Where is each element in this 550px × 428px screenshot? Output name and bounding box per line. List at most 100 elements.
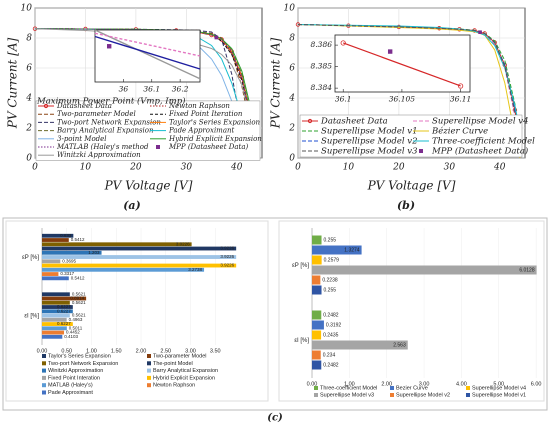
y-tick-label: 10 xyxy=(284,4,296,14)
legend-swatch xyxy=(390,393,394,397)
value-label: 0.5621 xyxy=(72,313,86,318)
x-tick-label: 10 xyxy=(80,163,92,173)
panel-label: (c) xyxy=(267,413,283,424)
legend-label: Superellipse Model v1 xyxy=(321,127,417,137)
series-line xyxy=(94,29,201,80)
y-tick-label: 8 xyxy=(26,34,32,44)
x-tick-label: 3.00 xyxy=(185,348,196,354)
y-tick-label: 6 xyxy=(289,64,295,74)
legend-label: Barry Analytical Expansion xyxy=(153,368,218,374)
value-label: 0.4103 xyxy=(64,334,78,339)
legend-label: Superellipse Model v3 xyxy=(320,392,374,398)
y-tick-label: 2 xyxy=(288,124,295,134)
value-label: 0.255 xyxy=(324,287,337,293)
x-tick-label: 2.00 xyxy=(136,348,147,354)
x-tick-label: 30 xyxy=(181,163,193,173)
value-label: 0.2238 xyxy=(322,277,338,283)
bar xyxy=(312,320,324,330)
legend-label: Winitzki Approximation xyxy=(57,151,141,159)
value-label: 0.5621 xyxy=(72,300,86,305)
x-axis-label: PV Voltage [V] xyxy=(367,179,456,193)
bar xyxy=(42,242,192,247)
value-label: 0.6227 xyxy=(57,308,71,313)
bar xyxy=(42,272,59,276)
panel-c-frame xyxy=(2,217,548,411)
x-tick-label: 3.50 xyxy=(210,348,221,354)
x-tick-label: 0.00 xyxy=(307,381,318,387)
x-tick-label: 36.105 xyxy=(389,95,415,104)
x-tick-label: 36.2 xyxy=(172,85,189,94)
bar xyxy=(42,267,205,272)
legend-swatch xyxy=(466,386,470,390)
value-label: 0.255 xyxy=(324,237,337,243)
x-tick-label: 0 xyxy=(295,163,301,173)
legend-box xyxy=(299,114,523,158)
value-label: 0.2579 xyxy=(324,257,340,263)
legend-swatch xyxy=(147,383,151,388)
x-tick-label: 36.11 xyxy=(450,95,471,104)
legend-label: Three-coefficient Model xyxy=(432,137,535,147)
bar xyxy=(42,255,237,259)
x-tick-label: 40 xyxy=(493,163,506,173)
bar xyxy=(42,313,70,318)
category-label: εP [%] xyxy=(22,255,39,261)
x-tick-label: 1.00 xyxy=(344,381,355,387)
y-tick-label: 8 xyxy=(289,34,295,44)
value-label: 0.633 xyxy=(60,233,72,238)
value-label: 0.5621 xyxy=(72,291,86,296)
legend-swatch xyxy=(42,368,46,373)
bar xyxy=(42,322,73,326)
mpp-marker xyxy=(387,49,393,54)
legend-swatch xyxy=(147,354,151,358)
legend-label: Pade Approximant xyxy=(168,127,235,135)
legend-label: Taylor's Series Expansion xyxy=(169,118,261,126)
y-tick-label: 0 xyxy=(289,154,295,164)
series-line xyxy=(297,24,521,147)
legend-label: Fixed Point Interation xyxy=(48,375,100,381)
x-tick-label: 40 xyxy=(230,163,243,173)
legend-label: MATLAB (Haley's method xyxy=(56,143,149,151)
inset-title: Maximum Power Point (Vmp, Imp) xyxy=(36,96,185,107)
y-tick-label: 2 xyxy=(25,124,32,134)
legend-label: Superellipse Model v3 xyxy=(321,147,417,157)
bar xyxy=(42,317,67,322)
bar xyxy=(312,275,321,285)
x-tick-label: 0 xyxy=(32,163,38,173)
legend-label: Two-parameter Model xyxy=(57,110,136,118)
data-point xyxy=(340,40,346,46)
value-label: 0.2435 xyxy=(323,332,339,338)
value-label: 0.234 xyxy=(323,352,336,358)
bar xyxy=(312,285,322,295)
legend-swatch xyxy=(314,393,318,397)
value-label: 0.8914 xyxy=(70,296,84,301)
legend-label: Datasheet Data xyxy=(320,117,388,127)
y-axis-label: PV Current [A] xyxy=(269,37,283,129)
value-label: 0.3192 xyxy=(326,322,342,328)
mpp-marker xyxy=(106,44,112,49)
legend-marker xyxy=(156,145,160,149)
value-label: 3.9226 xyxy=(220,254,234,259)
plot-area xyxy=(334,34,471,93)
legend-label: Two-port Network Expansion xyxy=(57,118,161,126)
y-tick-label: 8.385 xyxy=(311,62,333,71)
legend-label: Barry Analytical Expansion xyxy=(56,127,154,135)
x-tick-label: 2.00 xyxy=(381,381,392,387)
legend-label: Fixed Point Iteration xyxy=(168,110,243,118)
legend-label: Superellipse Model v4 xyxy=(472,385,526,391)
legend-label: Taylor's Series Expansion xyxy=(48,353,111,359)
value-label: 0.2482 xyxy=(323,312,339,318)
value-label: 3.9226 xyxy=(220,246,234,251)
legend-label: Two-parameter Model xyxy=(153,353,207,359)
category-label: εI [%] xyxy=(24,313,39,319)
legend-label: Pade Approximant xyxy=(48,390,93,396)
legend-swatch xyxy=(42,375,46,380)
chart-frame xyxy=(278,220,545,402)
value-label: 1.3274 xyxy=(344,247,360,253)
legend-label: Datasheet Data xyxy=(56,102,112,110)
y-axis-label: PV Current [A] xyxy=(6,37,20,129)
legend-label: Hybrid Explicit Expansion xyxy=(153,375,215,381)
legend-label: Bézier Curve xyxy=(431,126,488,137)
bar xyxy=(42,305,73,309)
series-line xyxy=(94,35,201,70)
